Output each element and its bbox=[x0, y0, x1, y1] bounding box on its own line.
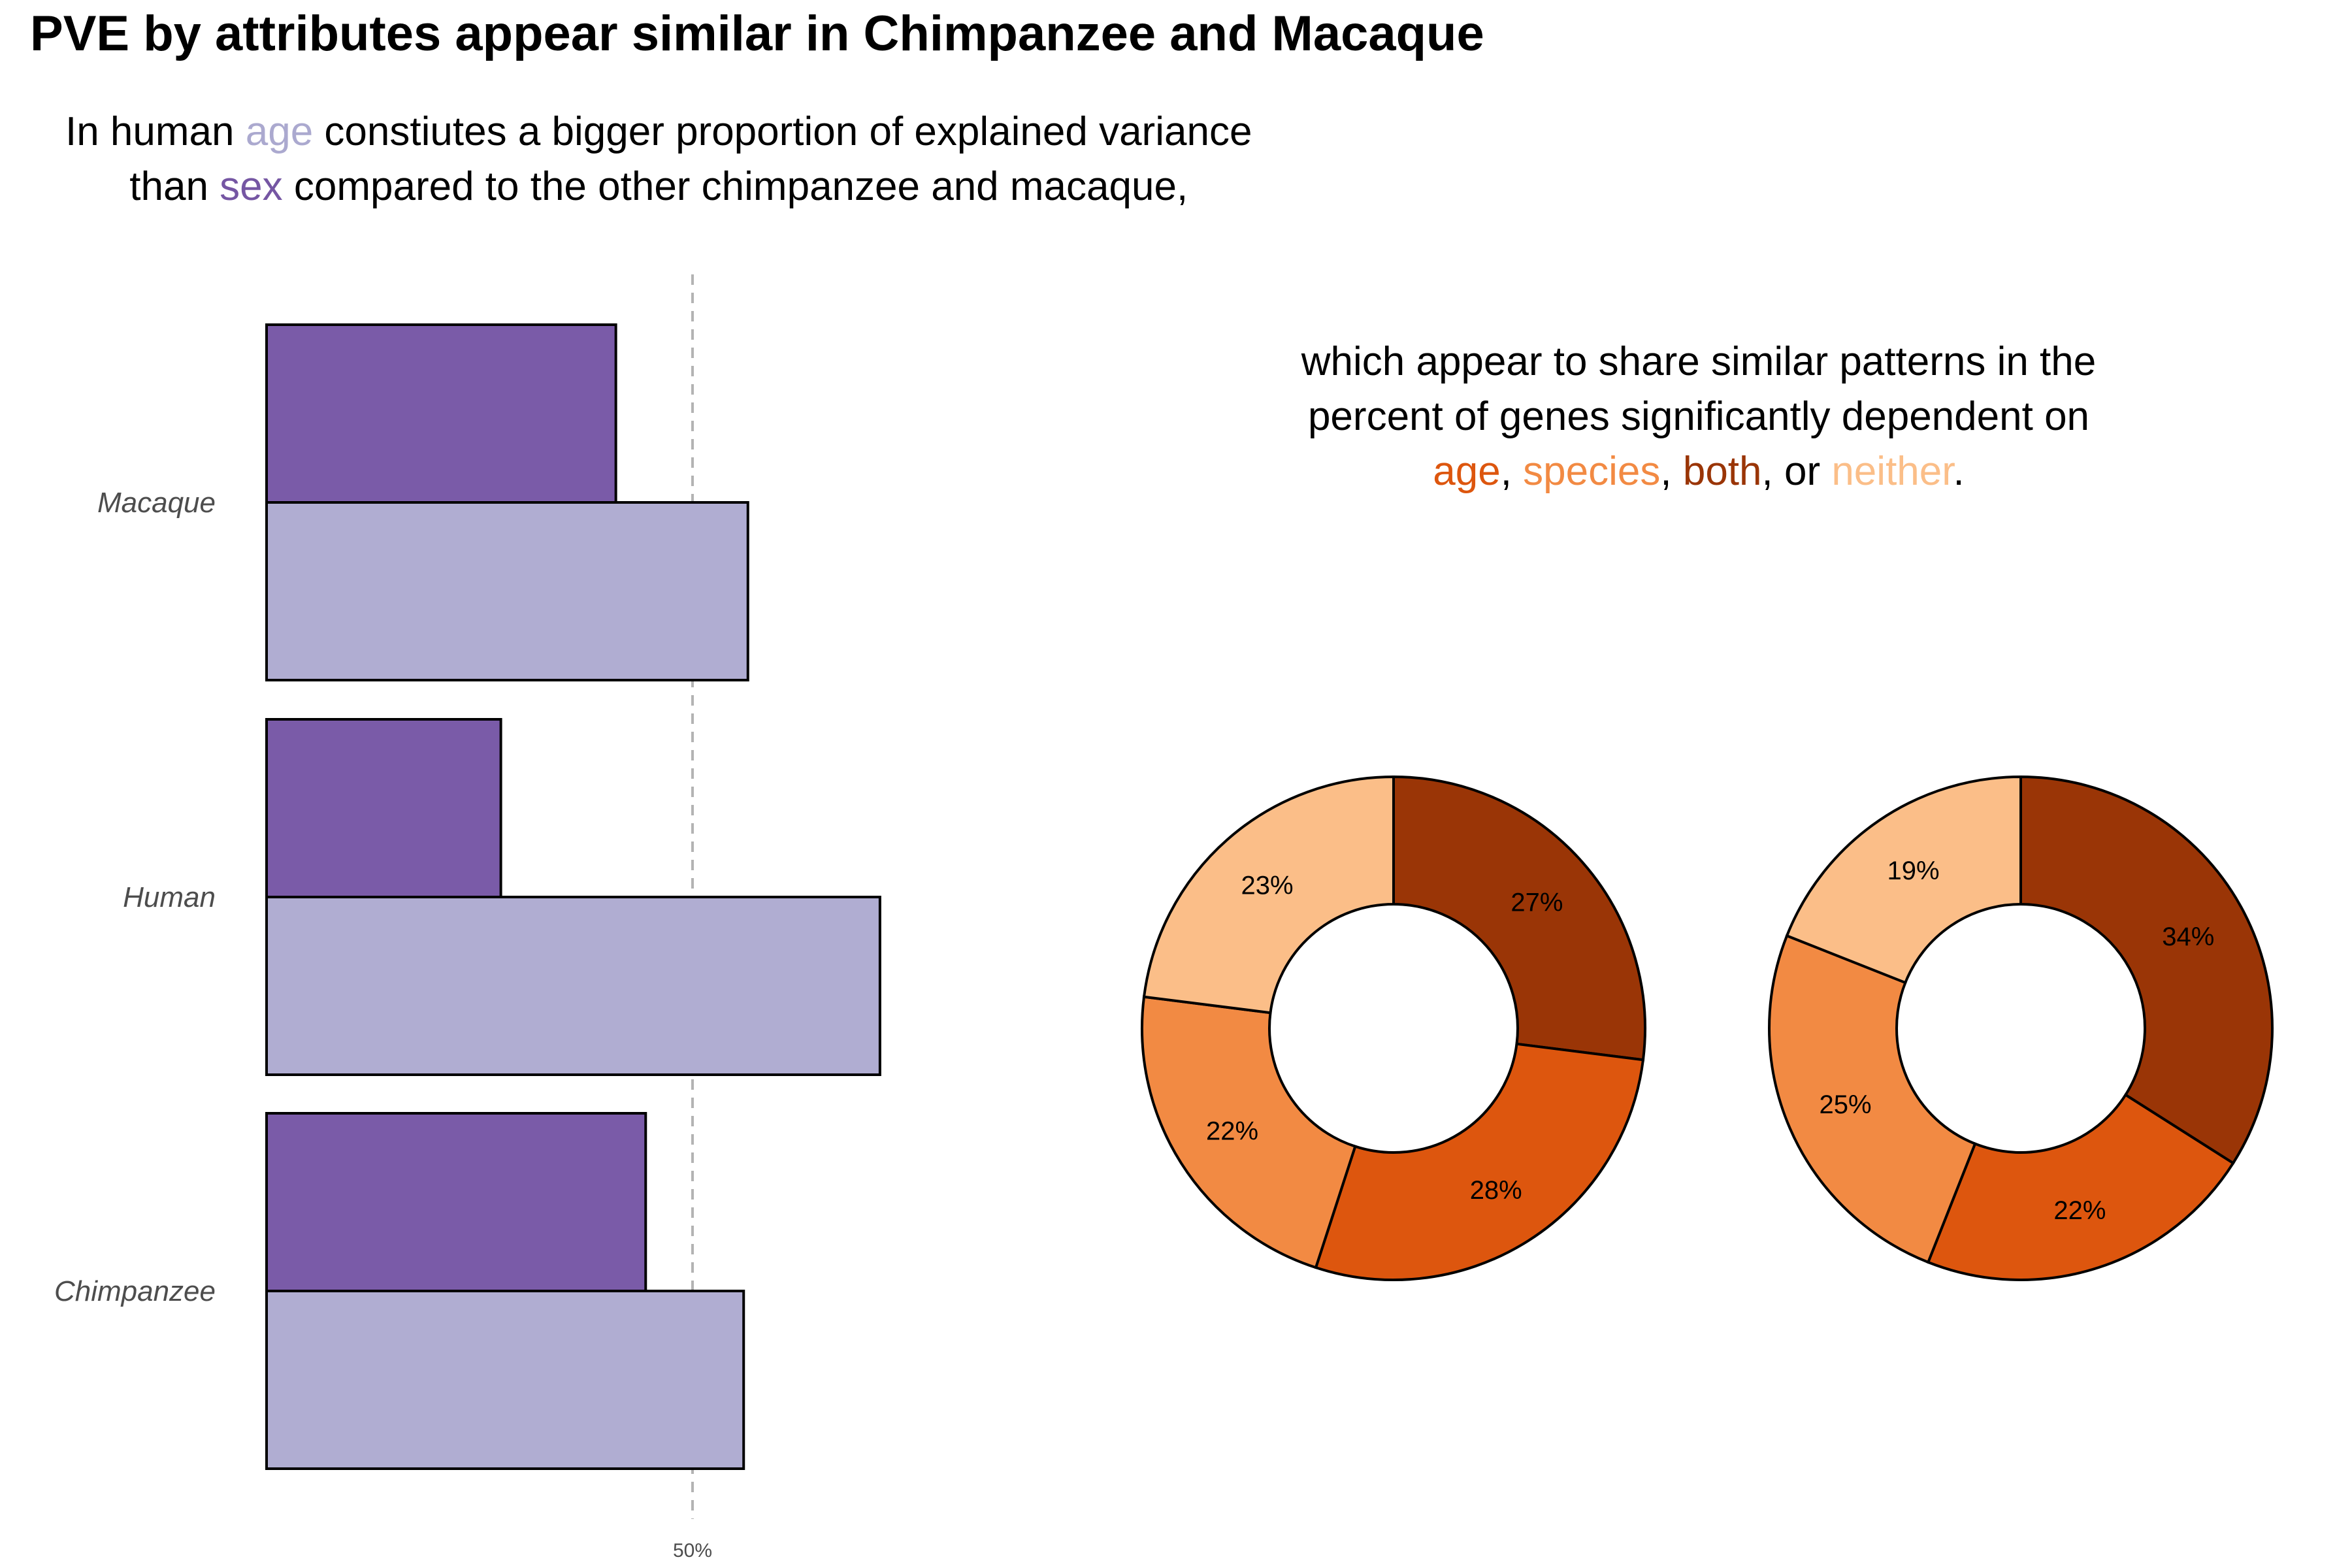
y-tick-label-human: Human bbox=[123, 881, 216, 913]
caption-separator: , or bbox=[1761, 449, 1832, 494]
reference-line-label: 50% bbox=[673, 1540, 712, 1561]
donut-left-slice-both bbox=[1392, 775, 1646, 1062]
pie-caption: which appear to share similar patterns i… bbox=[1228, 335, 2169, 499]
bar-human-sex bbox=[265, 718, 502, 898]
caption-neither-word: neither bbox=[1831, 449, 1953, 494]
donut-right-slice-neither bbox=[1785, 775, 2022, 985]
donut-right-label-both: 34% bbox=[2162, 923, 2214, 951]
donut-right-label-age: 22% bbox=[2053, 1196, 2106, 1225]
donut-left-label-age: 28% bbox=[1470, 1176, 1522, 1205]
pie-caption-line-2: percent of genes significantly dependent… bbox=[1307, 394, 2090, 439]
subtitle-text: than bbox=[129, 164, 220, 209]
caption-separator: , bbox=[1500, 449, 1524, 494]
y-tick-label-chimpanzee: Chimpanzee bbox=[54, 1275, 216, 1307]
donut-left-label-species: 22% bbox=[1206, 1117, 1258, 1146]
y-tick-label-macaque: Macaque bbox=[97, 487, 216, 519]
subtitle-text: constiutes a bigger proportion of explai… bbox=[313, 109, 1252, 154]
bar-macaque-sex bbox=[265, 323, 617, 504]
caption-both-word: both bbox=[1682, 449, 1762, 494]
donut-right-label-neither: 19% bbox=[1887, 857, 1940, 885]
donut-right-label-species: 25% bbox=[1820, 1090, 1872, 1119]
chart-title: PVE by attributes appear similar in Chim… bbox=[30, 6, 1484, 61]
donut-left-label-neither: 23% bbox=[1241, 872, 1294, 900]
subtitle-age-word: age bbox=[245, 109, 314, 154]
subtitle-sex-word: sex bbox=[220, 164, 283, 209]
pie-caption-line-3: age, species, both, or neither. bbox=[1228, 444, 2169, 499]
donut-right-slice-both bbox=[2019, 775, 2274, 1166]
donut-right-slice-species bbox=[1768, 934, 1977, 1264]
bar-human-age bbox=[265, 896, 881, 1076]
donut-left-label-both: 27% bbox=[1511, 889, 1563, 917]
pie-caption-line-1: which appear to share similar patterns i… bbox=[1301, 339, 2097, 384]
subtitle-text: In human bbox=[65, 109, 246, 154]
caption-separator: . bbox=[1953, 449, 1965, 494]
subtitle-text: compared to the other chimpanzee and mac… bbox=[282, 164, 1188, 209]
bar-subtitle: In human age constiutes a bigger proport… bbox=[65, 105, 1252, 214]
donut-left-slice-age bbox=[1314, 1042, 1645, 1281]
donut-left-slice-species bbox=[1141, 995, 1357, 1269]
bar-chimpanzee-sex bbox=[265, 1112, 647, 1292]
bar-chimpanzee-age bbox=[265, 1290, 745, 1470]
subtitle-line-2: than sex compared to the other chimpanze… bbox=[65, 159, 1252, 214]
bar-macaque-age bbox=[265, 501, 749, 681]
donut-left-slice-neither bbox=[1142, 775, 1395, 1015]
caption-species-word: species bbox=[1523, 449, 1661, 494]
subtitle-line-1: In human age constiutes a bigger proport… bbox=[65, 105, 1252, 159]
donut-right-slice-age bbox=[1926, 1093, 2235, 1281]
caption-separator: , bbox=[1660, 449, 1683, 494]
caption-age-word: age bbox=[1433, 449, 1501, 494]
